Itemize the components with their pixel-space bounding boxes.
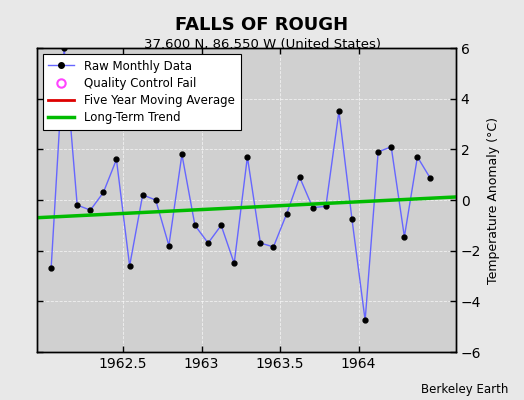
- Text: FALLS OF ROUGH: FALLS OF ROUGH: [176, 16, 348, 34]
- Text: Berkeley Earth: Berkeley Earth: [421, 383, 508, 396]
- Y-axis label: Temperature Anomaly (°C): Temperature Anomaly (°C): [487, 116, 500, 284]
- Legend: Raw Monthly Data, Quality Control Fail, Five Year Moving Average, Long-Term Tren: Raw Monthly Data, Quality Control Fail, …: [42, 54, 241, 130]
- Text: 37.600 N, 86.550 W (United States): 37.600 N, 86.550 W (United States): [144, 38, 380, 51]
